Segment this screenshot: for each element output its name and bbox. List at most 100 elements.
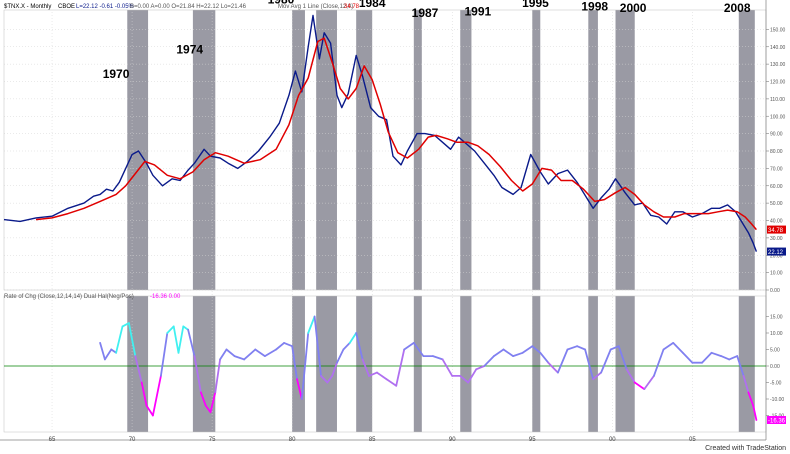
x-tick-label: 70 — [129, 437, 136, 443]
x-tick-label: 85 — [369, 437, 376, 443]
roc-segment — [331, 361, 338, 377]
roc-segment — [368, 371, 378, 377]
y-tick-label-top: 70.00 — [770, 166, 783, 172]
y-tick-label-top: 0.00 — [770, 288, 780, 294]
roc-segment — [214, 358, 222, 394]
price-badge-1-bg — [767, 247, 786, 256]
y-tick-label-top: 80.00 — [770, 149, 783, 155]
roc-segment — [283, 341, 294, 348]
roc-segment — [557, 348, 569, 374]
roc-segment — [177, 325, 185, 354]
y-tick-label-top: 110.00 — [770, 97, 785, 103]
roc-segment — [584, 348, 594, 381]
roc-segment — [313, 315, 322, 377]
roc-badge-0-label: -16.36 — [768, 418, 786, 424]
roc-segment — [710, 351, 723, 358]
recession-band-top-6 — [460, 10, 472, 290]
recession-band-bottom-3 — [316, 296, 337, 432]
roc-segment — [736, 355, 745, 377]
roc-segment — [172, 325, 180, 354]
header-quote: L=22.12 -0.61 -0.05% — [76, 4, 135, 10]
y-tick-label-top: 50.00 — [770, 201, 783, 207]
roc-segment — [187, 328, 196, 358]
roc-segment — [728, 355, 739, 361]
roc-segment — [521, 345, 534, 354]
roc-segment — [275, 341, 286, 351]
roc-segment — [403, 341, 415, 351]
recession-band-bottom-10 — [738, 296, 755, 432]
roc-segment — [233, 355, 246, 361]
recession-band-top-2 — [292, 10, 305, 290]
roc-segment — [747, 391, 755, 407]
roc-segment — [600, 348, 612, 374]
roc-segment — [395, 348, 406, 387]
recession-band-top-3 — [316, 10, 337, 290]
y-tick-label-top: 10.00 — [770, 271, 783, 277]
y-tick-label-top: 40.00 — [770, 219, 783, 225]
x-tick-label: 00 — [609, 437, 616, 443]
year-annotation: 1970 — [103, 67, 130, 81]
roc-segment — [355, 332, 364, 361]
roc-segment — [701, 351, 713, 364]
price-pane-frame — [3, 9, 767, 291]
roc-segment — [296, 378, 303, 400]
roc-pane-frame — [3, 295, 767, 433]
roc-segment — [643, 374, 655, 391]
roc-segment — [199, 391, 207, 407]
roc-segment — [300, 332, 310, 400]
roc-segment — [361, 358, 370, 377]
roc-segment — [720, 355, 731, 361]
recession-band-top-10 — [738, 10, 755, 290]
y-tick-label-top: 140.00 — [770, 45, 786, 51]
roc-segment — [134, 355, 143, 384]
header-symbol: $TNX.X - Monthly — [4, 4, 51, 10]
year-annotation: 1998 — [581, 0, 608, 13]
roc-badge-0: -16.36 — [767, 415, 786, 424]
year-annotation: 1981 — [311, 0, 338, 1]
roc-segment — [376, 371, 388, 381]
y-tick-label-top: 150.00 — [770, 27, 786, 33]
year-annotation: 1995 — [522, 0, 549, 10]
y-tick-label-bottom: -5.00 — [770, 381, 782, 387]
roc-legend: Rate of Chg (Close,12,14,14) Dual Hal(Ne… — [4, 294, 134, 300]
roc-segment — [104, 348, 113, 361]
price-badge-1-label: 22.12 — [768, 250, 784, 256]
roc-segment — [243, 348, 257, 361]
y-tick-label-bottom: 10.00 — [770, 331, 783, 337]
roc-segment — [617, 345, 628, 371]
roc-segment — [653, 348, 665, 377]
roc-segment — [547, 361, 559, 374]
roc-segment — [625, 368, 636, 384]
year-annotation: 1987 — [412, 6, 439, 20]
x-tick-label: 95 — [529, 437, 536, 443]
roc-segment — [225, 348, 236, 358]
roc-segment — [531, 345, 542, 354]
roc-segment — [204, 404, 212, 414]
header-study-value: 34.78 — [344, 4, 360, 10]
footer-credit: Created with TradeStation — [705, 445, 786, 452]
header-study: Mov Avg 1 Line (Close,12,0) — [278, 4, 353, 10]
year-annotation: 2000 — [620, 1, 647, 15]
roc-segment — [672, 341, 684, 354]
roc-segment — [592, 371, 602, 381]
roc-segment — [467, 368, 478, 384]
roc-segment — [475, 365, 486, 371]
roc-segment — [566, 345, 578, 351]
roc-segment — [166, 325, 175, 334]
header-exchange: CBOE — [58, 4, 75, 10]
moving-average-line — [35, 37, 757, 231]
roc-segment — [307, 315, 316, 334]
roc-segment — [110, 348, 117, 354]
roc-segment — [121, 322, 130, 328]
roc-segment — [115, 325, 124, 354]
price-badge-0: 34.78 — [767, 225, 786, 234]
price-badge-0-label: 34.78 — [768, 228, 784, 234]
x-tick-label: 90 — [449, 437, 456, 443]
roc-segment — [633, 381, 646, 391]
price-badge-0-bg — [767, 225, 786, 234]
y-tick-label-top: 100.00 — [770, 114, 786, 120]
y-tick-label-top: 20.00 — [770, 253, 783, 259]
header-extra: B=0.00 A=0.00 O=21.84 H=22.12 Lo=21.46 — [130, 4, 247, 10]
